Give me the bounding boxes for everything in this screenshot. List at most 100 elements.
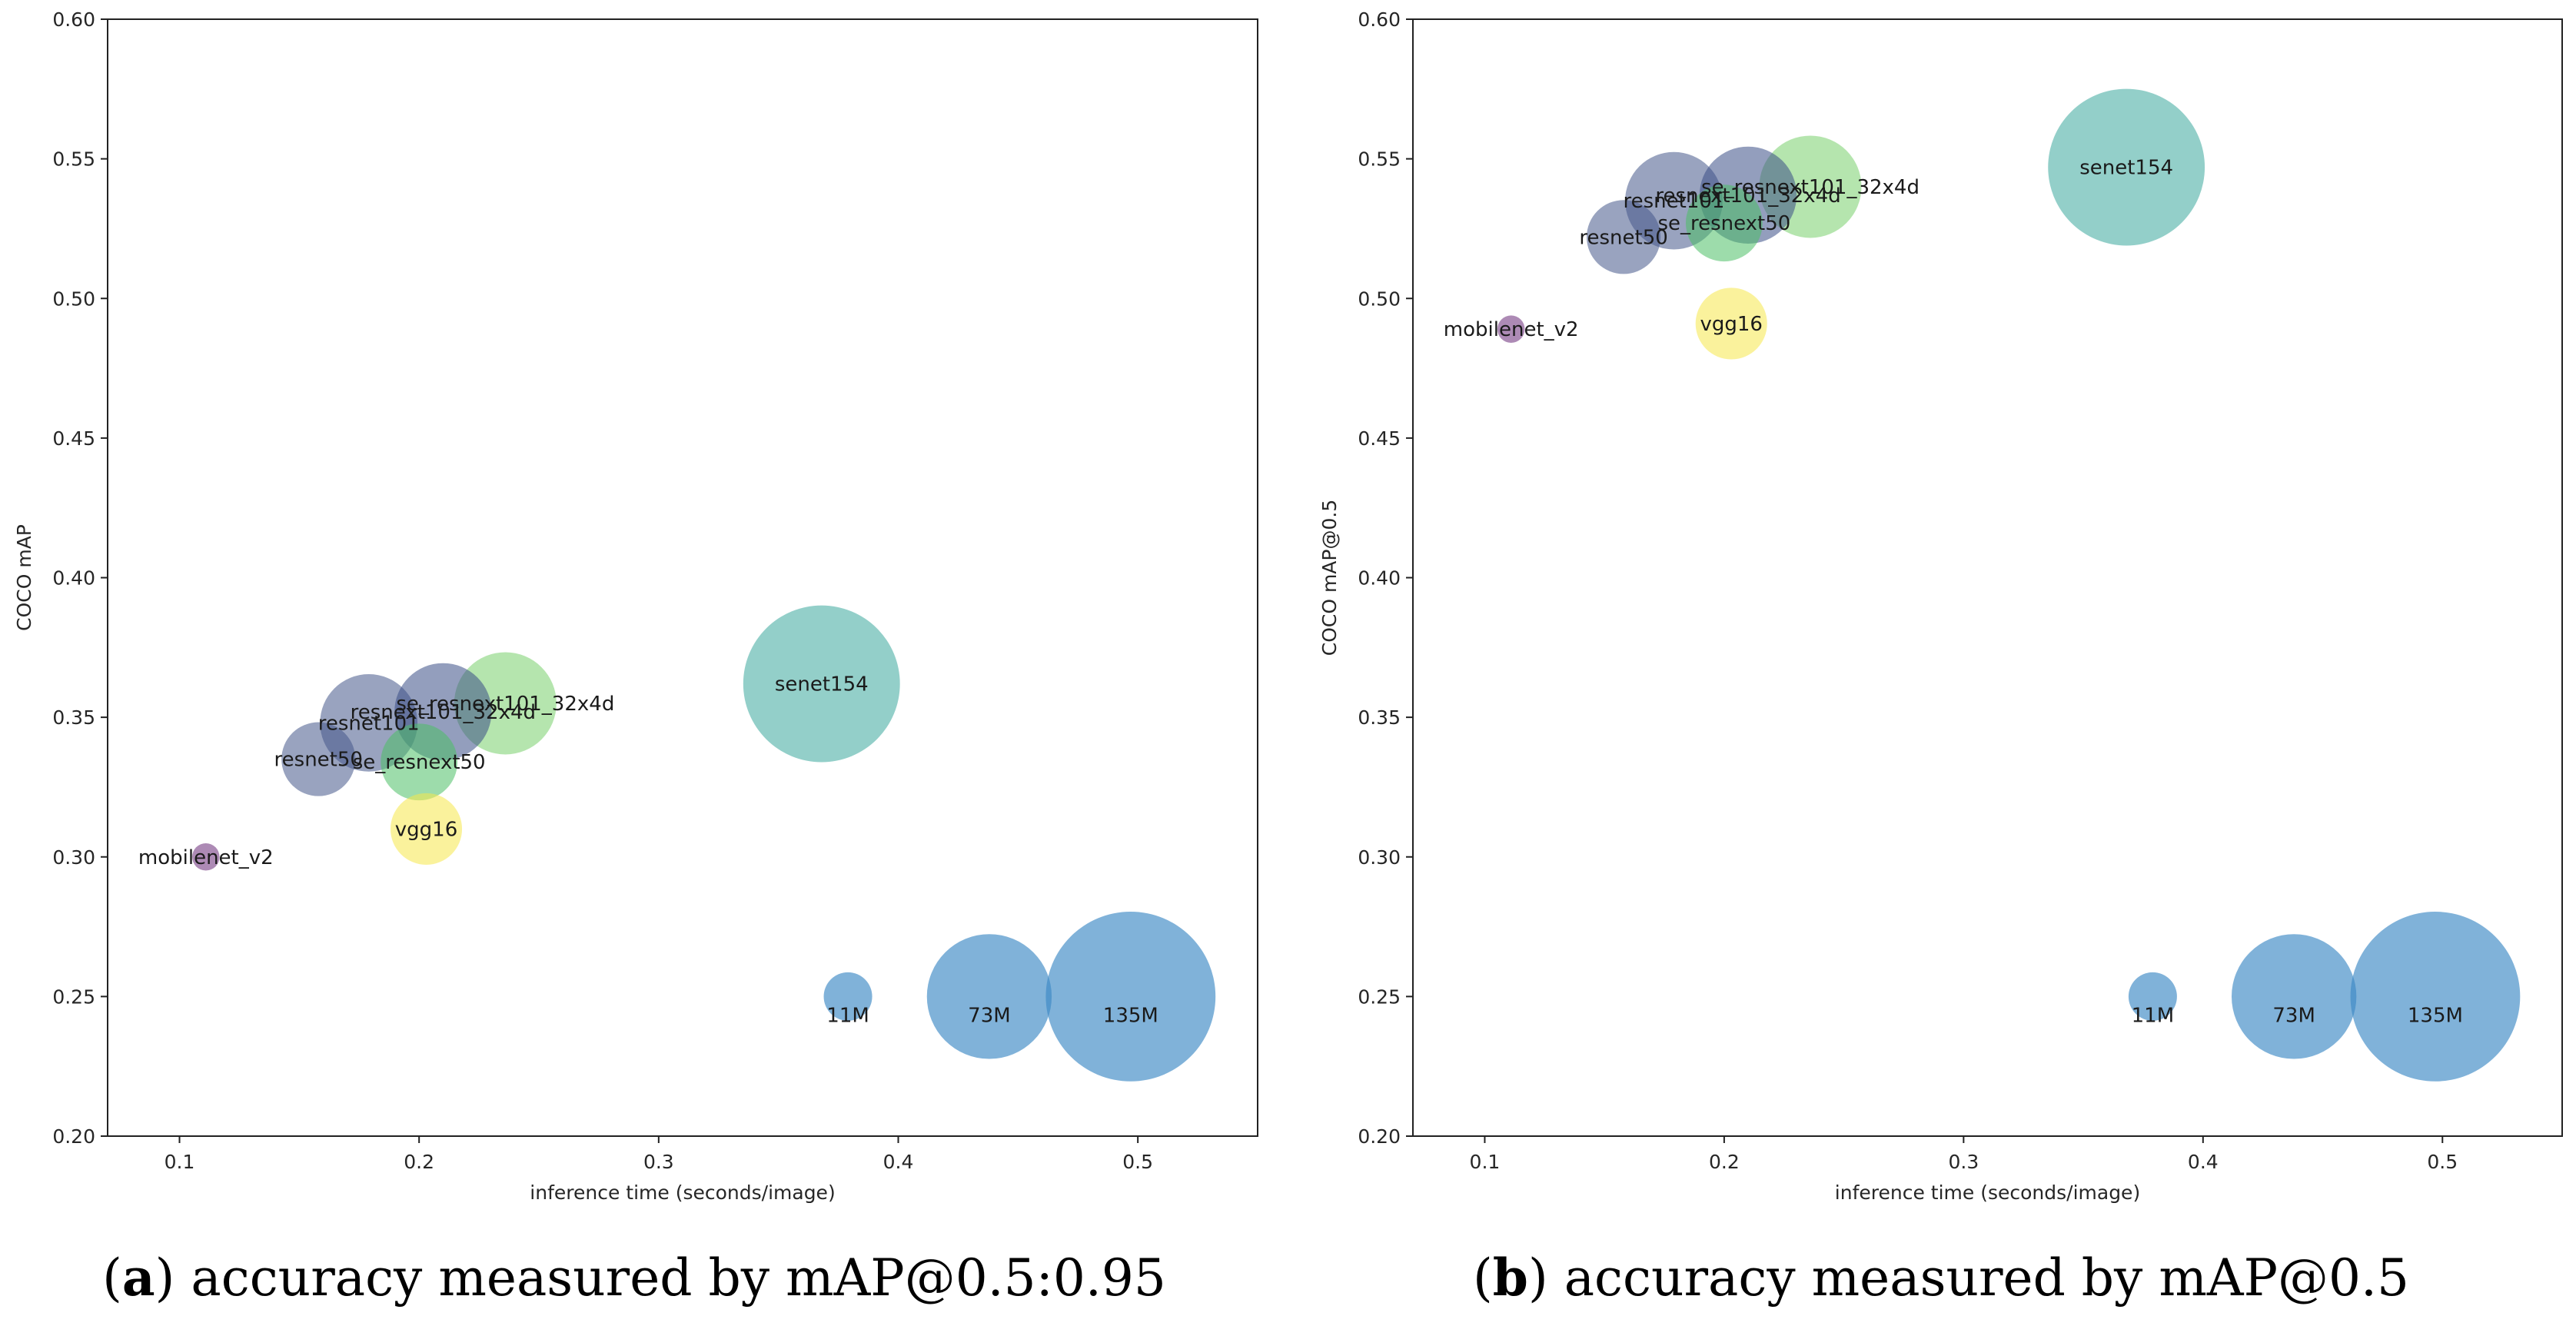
caption-text: accuracy measured by mAP@0.5	[1564, 1248, 2409, 1308]
x-tick: 0.1	[1470, 1136, 1501, 1173]
y-tick-label: 0.20	[52, 1125, 95, 1148]
x-tick-label: 0.1	[165, 1151, 195, 1173]
y-tick-label: 0.30	[1358, 846, 1401, 869]
bubble-label: resnext101_32x4d	[1655, 184, 1840, 208]
bubble-se-resnext50	[1685, 184, 1763, 262]
y-tick-label: 0.20	[1358, 1125, 1401, 1148]
y-tick-label: 0.60	[1358, 8, 1401, 31]
y-tick: 0.55	[1358, 148, 1413, 171]
bubbles	[1497, 88, 2205, 360]
caption-a: (a) accuracy measured by mAP@0.5:0.95	[102, 1248, 1166, 1308]
size-legend-bubble	[2350, 911, 2521, 1082]
caption-letter: a	[122, 1248, 155, 1308]
bubble-label: vgg16	[395, 818, 457, 841]
y-tick: 0.20	[1358, 1125, 1413, 1148]
y-tick: 0.50	[1358, 287, 1413, 310]
bubble-label: senet154	[2079, 157, 2173, 180]
y-tick-label: 0.55	[52, 148, 95, 171]
y-tick: 0.30	[1358, 846, 1413, 869]
chart-panel-b: 0.20 0.25 0.30 0.35 0.40 0.45 0.50 0.55 0.60 0.1…	[1318, 8, 2563, 1308]
x-axis-label: inference time (seconds/image)	[1835, 1181, 2140, 1204]
y-tick: 0.20	[52, 1125, 108, 1148]
y-tick-label: 0.25	[1358, 985, 1401, 1008]
y-tick-label: 0.55	[1358, 148, 1401, 171]
bubble-senet154	[2048, 88, 2205, 246]
bubble-mobilenet-v2	[1497, 315, 1525, 343]
y-axis-label: COCO mAP	[13, 524, 35, 631]
y-axis-ticks: 0.20 0.25 0.30 0.35 0.40 0.45 0.50 0.55 0.60	[52, 8, 108, 1148]
x-tick: 0.5	[1122, 1136, 1153, 1173]
size-legend-label: 135M	[2408, 1004, 2463, 1027]
y-tick: 0.25	[52, 985, 108, 1008]
y-axis-label: COCO mAP@0.5	[1318, 500, 1341, 656]
bubble-label: mobilenet_v2	[138, 846, 274, 869]
bubble-vgg16	[390, 793, 463, 865]
bubble-label: se_resnext50	[353, 751, 486, 774]
y-tick: 0.40	[52, 567, 108, 590]
y-tick: 0.60	[1358, 8, 1413, 31]
bubble-se-resnext50	[381, 723, 458, 801]
x-tick-label: 0.1	[1470, 1151, 1501, 1173]
bubble-label: resnet101	[318, 712, 420, 735]
bubble-label: vgg16	[1700, 313, 1762, 336]
y-tick-label: 0.35	[1358, 706, 1401, 729]
y-tick-label: 0.50	[1358, 287, 1401, 310]
x-tick: 0.2	[404, 1136, 434, 1173]
x-tick-label: 0.2	[1709, 1151, 1740, 1173]
caption-letter: b	[1493, 1248, 1528, 1308]
y-tick-label: 0.45	[52, 427, 95, 450]
y-tick-label: 0.40	[52, 567, 95, 590]
x-tick-label: 0.3	[643, 1151, 674, 1173]
y-tick: 0.25	[1358, 985, 1413, 1008]
bubble-label: se_resnext101_32x4d	[396, 693, 614, 716]
y-tick: 0.35	[1358, 706, 1413, 729]
y-tick: 0.30	[52, 846, 108, 869]
x-axis-label: inference time (seconds/image)	[530, 1181, 835, 1204]
size-legend-label: 11M	[826, 1004, 869, 1027]
y-tick-label: 0.40	[1358, 567, 1401, 590]
y-tick: 0.50	[52, 287, 108, 310]
bubble-resnet50	[281, 722, 356, 796]
x-axis-ticks: 0.1 0.2 0.3 0.4 0.5	[1470, 1136, 2458, 1173]
x-tick: 0.3	[643, 1136, 674, 1173]
y-tick: 0.60	[52, 8, 108, 31]
y-axis-ticks: 0.20 0.25 0.30 0.35 0.40 0.45 0.50 0.55 0.60	[1358, 8, 1413, 1148]
bubble-senet154	[743, 605, 900, 763]
bubble-mobilenet-v2	[192, 842, 220, 871]
x-tick-label: 0.5	[2427, 1151, 2458, 1173]
bubble-label: se_resnext101_32x4d	[1701, 176, 1920, 199]
size-legend-label: 73M	[968, 1004, 1011, 1027]
y-tick: 0.40	[1358, 567, 1413, 590]
bubble-label: se_resnext50	[1657, 212, 1790, 235]
x-tick-label: 0.4	[883, 1151, 914, 1173]
bubble-label: resnet101	[1624, 190, 1725, 213]
caption-b: (b) accuracy measured by mAP@0.5	[1473, 1248, 2409, 1308]
bubble-label: resnet50	[1579, 226, 1667, 249]
bubble-labels: mobilenet_v2 resnet50 resnet101resnext101_…	[138, 673, 869, 869]
bubble-label: senet154	[775, 673, 869, 696]
size-legend-bubble	[823, 972, 873, 1021]
size-legend-bubbles: 11M 73M 135M	[2128, 911, 2521, 1082]
bubble-resnet50	[1587, 200, 1661, 274]
size-legend-bubble	[926, 934, 1052, 1059]
size-legend-label: 135M	[1103, 1004, 1158, 1027]
chart-panel-a: 0.20 0.25 0.30 0.35 0.40 0.45 0.50 0.55 0.60 0.1…	[13, 8, 1258, 1308]
size-legend-label: 11M	[2132, 1004, 2175, 1027]
size-legend-bubbles: 11M 73M 135M	[823, 911, 1216, 1082]
x-tick: 0.5	[2427, 1136, 2458, 1173]
bubble-vgg16	[1695, 287, 1767, 360]
x-tick: 0.3	[1948, 1136, 1979, 1173]
x-tick-label: 0.2	[404, 1151, 434, 1173]
bubble-label: mobilenet_v2	[1444, 318, 1579, 341]
bubble-labels: mobilenet_v2 resnet50 resnet101resnext101_…	[1444, 157, 2173, 342]
x-axis-ticks: 0.1 0.2 0.3 0.4 0.5	[165, 1136, 1153, 1173]
y-tick: 0.45	[1358, 427, 1413, 450]
y-tick: 0.45	[52, 427, 108, 450]
x-tick-label: 0.3	[1948, 1151, 1979, 1173]
bubble-label: resnet50	[274, 749, 363, 772]
y-tick-label: 0.35	[52, 706, 95, 729]
y-tick-label: 0.50	[52, 287, 95, 310]
y-tick: 0.35	[52, 706, 108, 729]
size-legend-label: 73M	[2272, 1004, 2315, 1027]
